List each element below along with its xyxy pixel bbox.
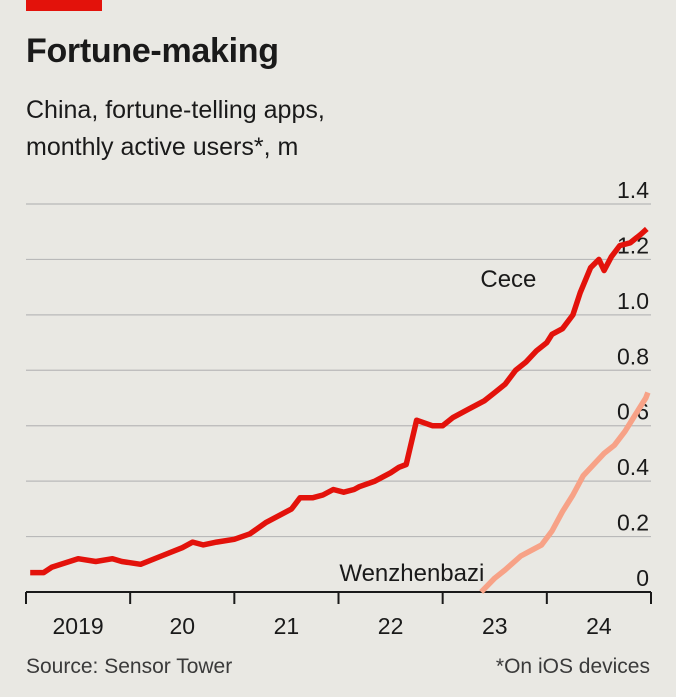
x-tick-label: 24 bbox=[586, 613, 612, 639]
y-tick-label: 1.4 bbox=[617, 177, 649, 203]
x-tick-label: 23 bbox=[482, 613, 508, 639]
series-line-cece bbox=[30, 226, 649, 576]
footnote: *On iOS devices bbox=[495, 655, 650, 678]
chart-title: Fortune-making bbox=[26, 32, 279, 70]
brand-red-tag bbox=[26, 0, 102, 11]
series-lines bbox=[30, 226, 651, 594]
source-note: Source: Sensor Tower bbox=[26, 655, 233, 678]
y-tick-label: 1.0 bbox=[617, 288, 649, 314]
series-line-wenzhenbazi bbox=[479, 391, 651, 594]
x-tick-label: 22 bbox=[378, 613, 404, 639]
subtitle-line-1: China, fortune-telling apps, bbox=[26, 96, 325, 124]
series-labels: Cece Wenzhenbazi bbox=[339, 266, 536, 587]
x-tick-label: 21 bbox=[274, 613, 300, 639]
x-tick-label: 2019 bbox=[52, 613, 103, 639]
y-axis-labels: 00.20.40.60.81.01.21.4 bbox=[617, 177, 649, 591]
y-tick-label: 0.8 bbox=[617, 343, 649, 369]
series-label-cece: Cece bbox=[480, 266, 536, 293]
y-tick-label: 0 bbox=[636, 565, 649, 591]
y-tick-label: 0.4 bbox=[617, 454, 649, 480]
x-axis: 2019 20 21 22 23 24 bbox=[25, 591, 652, 639]
series-label-wenzhenbazi: Wenzhenbazi bbox=[339, 560, 484, 587]
subtitle-line-2: monthly active users*, m bbox=[26, 133, 299, 161]
y-tick-label: 0.2 bbox=[617, 510, 649, 536]
gridlines bbox=[26, 203, 651, 538]
chart-subtitle: China, fortune-telling apps, monthly act… bbox=[26, 92, 325, 166]
x-tick-label: 20 bbox=[169, 613, 195, 639]
